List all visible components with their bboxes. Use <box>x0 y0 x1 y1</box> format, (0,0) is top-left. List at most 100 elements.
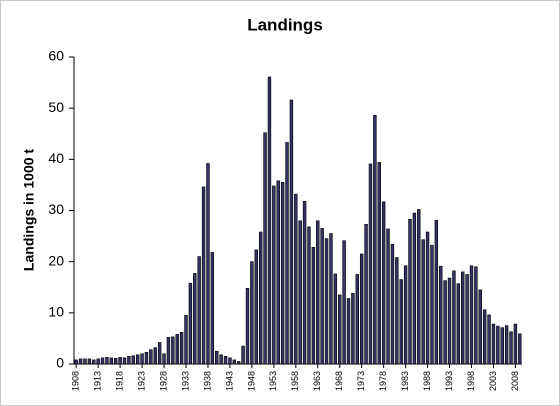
bar <box>500 327 504 365</box>
bar <box>254 249 258 365</box>
bar <box>373 115 377 365</box>
x-tick-label: 1978 <box>378 371 388 391</box>
bar <box>162 353 166 365</box>
y-tick-label: 20 <box>48 252 64 268</box>
bar <box>408 218 412 365</box>
bar <box>461 271 465 365</box>
bar <box>302 200 307 365</box>
y-tick-label: 0 <box>56 355 64 371</box>
x-tick-label: 1948 <box>246 371 256 391</box>
y-tick-label: 10 <box>48 304 64 320</box>
bar <box>175 334 179 365</box>
x-tick-label: 1988 <box>422 371 432 391</box>
bar <box>87 358 92 365</box>
x-tick-label: 1923 <box>136 371 146 391</box>
bar <box>171 336 175 365</box>
bar <box>421 239 425 365</box>
x-tick-label: 1983 <box>400 371 410 391</box>
bar <box>399 279 403 365</box>
bar <box>487 314 491 365</box>
bar <box>135 354 140 365</box>
bar <box>210 252 215 365</box>
bar <box>241 345 245 365</box>
x-tick-label: 1958 <box>290 371 300 391</box>
bar <box>193 273 197 365</box>
bar <box>324 238 329 365</box>
bar <box>298 220 302 365</box>
bar <box>228 357 232 365</box>
bar <box>443 280 447 365</box>
bar <box>105 357 109 365</box>
bar <box>386 228 390 365</box>
bar <box>267 76 272 365</box>
bar <box>496 325 500 365</box>
bar <box>359 253 364 365</box>
bar <box>92 359 96 365</box>
bar <box>78 358 83 365</box>
bar <box>96 358 100 365</box>
bar <box>320 228 324 365</box>
bar <box>149 349 153 365</box>
bar <box>364 224 368 365</box>
bar <box>439 265 443 365</box>
bar <box>430 244 434 365</box>
bar <box>289 99 294 365</box>
bar <box>237 361 241 365</box>
x-tick-label: 1953 <box>268 371 278 391</box>
bar <box>166 337 171 365</box>
bar <box>188 282 193 365</box>
bar <box>478 289 482 365</box>
bar <box>263 132 267 365</box>
x-tick-label: 2003 <box>488 371 498 391</box>
bar <box>184 315 188 365</box>
bar <box>504 325 509 365</box>
y-tick-label: 50 <box>48 99 64 115</box>
x-tick-label: 1933 <box>180 371 190 391</box>
bar <box>377 162 381 365</box>
bar <box>114 358 118 365</box>
bar <box>280 182 285 365</box>
bar <box>447 277 452 365</box>
x-tick-label: 1908 <box>71 371 81 391</box>
x-tick-label: 1968 <box>334 371 344 391</box>
bar <box>403 265 408 365</box>
bar <box>307 226 311 365</box>
bar <box>245 287 250 365</box>
x-tick-label: 1973 <box>356 371 366 391</box>
chart-title: Landings <box>247 15 323 34</box>
bar <box>469 265 474 365</box>
bar <box>368 163 373 365</box>
bar <box>74 359 78 365</box>
bar <box>395 257 399 365</box>
bar <box>509 331 513 365</box>
bar <box>465 274 469 365</box>
bar <box>157 342 162 365</box>
bar <box>285 142 289 365</box>
bar <box>518 333 522 365</box>
bar <box>223 356 228 365</box>
bar <box>109 357 114 365</box>
x-tick-label: 1963 <box>312 371 322 391</box>
bar <box>329 233 333 365</box>
bar <box>474 266 478 365</box>
bar <box>276 180 280 365</box>
bar <box>355 274 359 365</box>
bar <box>311 247 316 365</box>
bar <box>83 358 87 365</box>
bar <box>122 357 127 365</box>
bar <box>346 298 351 365</box>
bar <box>179 331 184 365</box>
y-tick-label: 60 <box>48 48 64 64</box>
bar <box>144 351 149 365</box>
bar <box>219 354 223 365</box>
bar <box>118 357 122 365</box>
bar <box>153 347 157 365</box>
bar <box>452 270 456 365</box>
bar <box>434 219 439 365</box>
bar <box>206 163 210 365</box>
bar <box>140 353 144 365</box>
bar <box>131 355 135 365</box>
bar <box>316 220 320 365</box>
bar <box>333 273 338 365</box>
bar <box>127 356 131 365</box>
